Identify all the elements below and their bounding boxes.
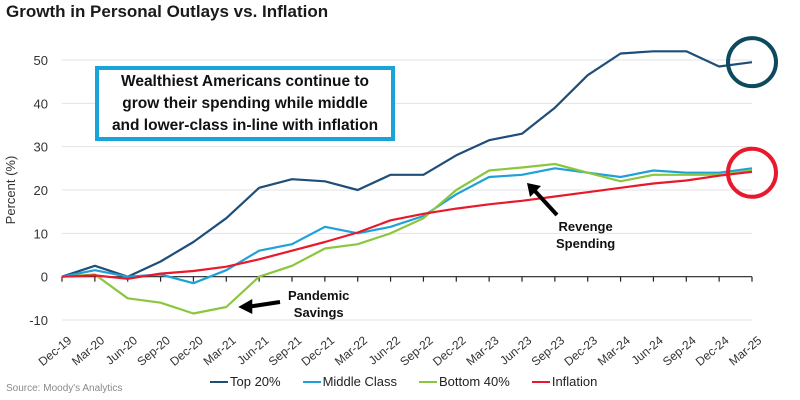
x-tick-label: Dec-23: [561, 333, 600, 369]
x-tick-label: Sep-21: [266, 333, 305, 369]
annotation-revenge-line-1: Revenge: [558, 219, 613, 234]
chart-legend: Top 20% Middle Class Bottom 40% Inflatio…: [210, 374, 597, 389]
arrow-revenge-shaft: [532, 188, 559, 217]
series-line-bottom-40: [61, 162, 753, 315]
legend-swatch-top-20: [210, 380, 228, 383]
y-tick-label: 0: [41, 270, 48, 285]
y-tick-label: 40: [34, 96, 48, 111]
x-tick-label: Dec-22: [430, 333, 469, 369]
x-tick-label: Mar-25: [726, 333, 764, 368]
legend-item-top-20: Top 20%: [210, 374, 281, 389]
x-tick-label: Dec-19: [36, 333, 75, 369]
legend-swatch-inflation: [531, 380, 550, 383]
x-tick-label: Dec-20: [167, 333, 206, 369]
annotation-pandemic-line-2: Savings: [293, 305, 344, 320]
x-tick-label: Sep-24: [660, 333, 699, 369]
x-tick-label: Jun-22: [366, 333, 403, 368]
source-note: Source: Moody's Analytics: [6, 383, 123, 394]
x-tick-label: Jun-21: [234, 333, 271, 368]
highlight-circle-top-20: [726, 36, 778, 89]
x-tick-label: Sep-23: [529, 333, 568, 369]
x-tick-label: Mar-23: [463, 333, 501, 368]
chart-title: Growth in Personal Outlays vs. Inflation: [6, 2, 329, 21]
series-line-top-20: [61, 50, 753, 278]
legend-swatch-middle-class: [302, 380, 321, 383]
x-tick-label: Jun-24: [629, 333, 666, 368]
x-tick-label: Dec-21: [299, 333, 338, 369]
arrow-revenge-head: [527, 183, 541, 197]
x-tick-label: Jun-20: [103, 333, 140, 368]
legend-label-middle-class: Middle Class: [322, 374, 398, 389]
x-tick-label: Mar-24: [595, 333, 633, 368]
legend-item-middle-class: Middle Class: [302, 374, 398, 389]
annotation-pandemic-line-1: Pandemic: [288, 288, 350, 303]
annotation-revenge-spending: Revenge Spending: [556, 218, 615, 252]
arrow-pandemic-shaft: [249, 300, 281, 309]
legend-label-inflation: Inflation: [551, 374, 598, 389]
x-tick-label: Mar-21: [201, 333, 239, 368]
legend-label-top-20: Top 20%: [230, 374, 281, 389]
annotation-pandemic-savings: Pandemic Savings: [288, 287, 349, 321]
y-tick-label: 50: [34, 53, 48, 68]
x-tick-label: Mar-20: [69, 333, 107, 368]
callout-box: Wealthiest Americans continue to grow th…: [95, 66, 395, 141]
y-tick-label: 20: [34, 183, 48, 198]
y-axis-label: Percent (%): [3, 156, 18, 225]
highlight-circle-inflation: [726, 146, 778, 199]
x-tick-label: Mar-22: [332, 333, 370, 368]
x-tick-label: Sep-22: [397, 333, 436, 369]
legend-item-inflation: Inflation: [531, 374, 598, 389]
arrow-pandemic-head: [238, 299, 253, 314]
y-tick-label: 30: [34, 140, 48, 155]
legend-item-bottom-40: Bottom 40%: [419, 374, 510, 389]
series-line-middle-class: [61, 167, 753, 285]
annotation-revenge-line-2: Spending: [556, 236, 616, 251]
callout-line-1: Wealthiest Americans continue to: [120, 72, 370, 90]
legend-swatch-bottom-40: [419, 380, 438, 383]
y-tick-label: -10: [29, 313, 48, 328]
callout-line-3: and lower-class in-line with inflation: [111, 116, 379, 134]
series-line-inflation: [61, 170, 753, 280]
x-tick-label: Sep-20: [134, 333, 173, 369]
y-tick-label: 10: [34, 226, 48, 241]
x-tick-label: Dec-24: [693, 333, 732, 369]
legend-label-bottom-40: Bottom 40%: [439, 374, 510, 389]
x-tick-label: Jun-23: [497, 333, 534, 368]
callout-line-2: grow their spending while middle: [122, 94, 368, 112]
